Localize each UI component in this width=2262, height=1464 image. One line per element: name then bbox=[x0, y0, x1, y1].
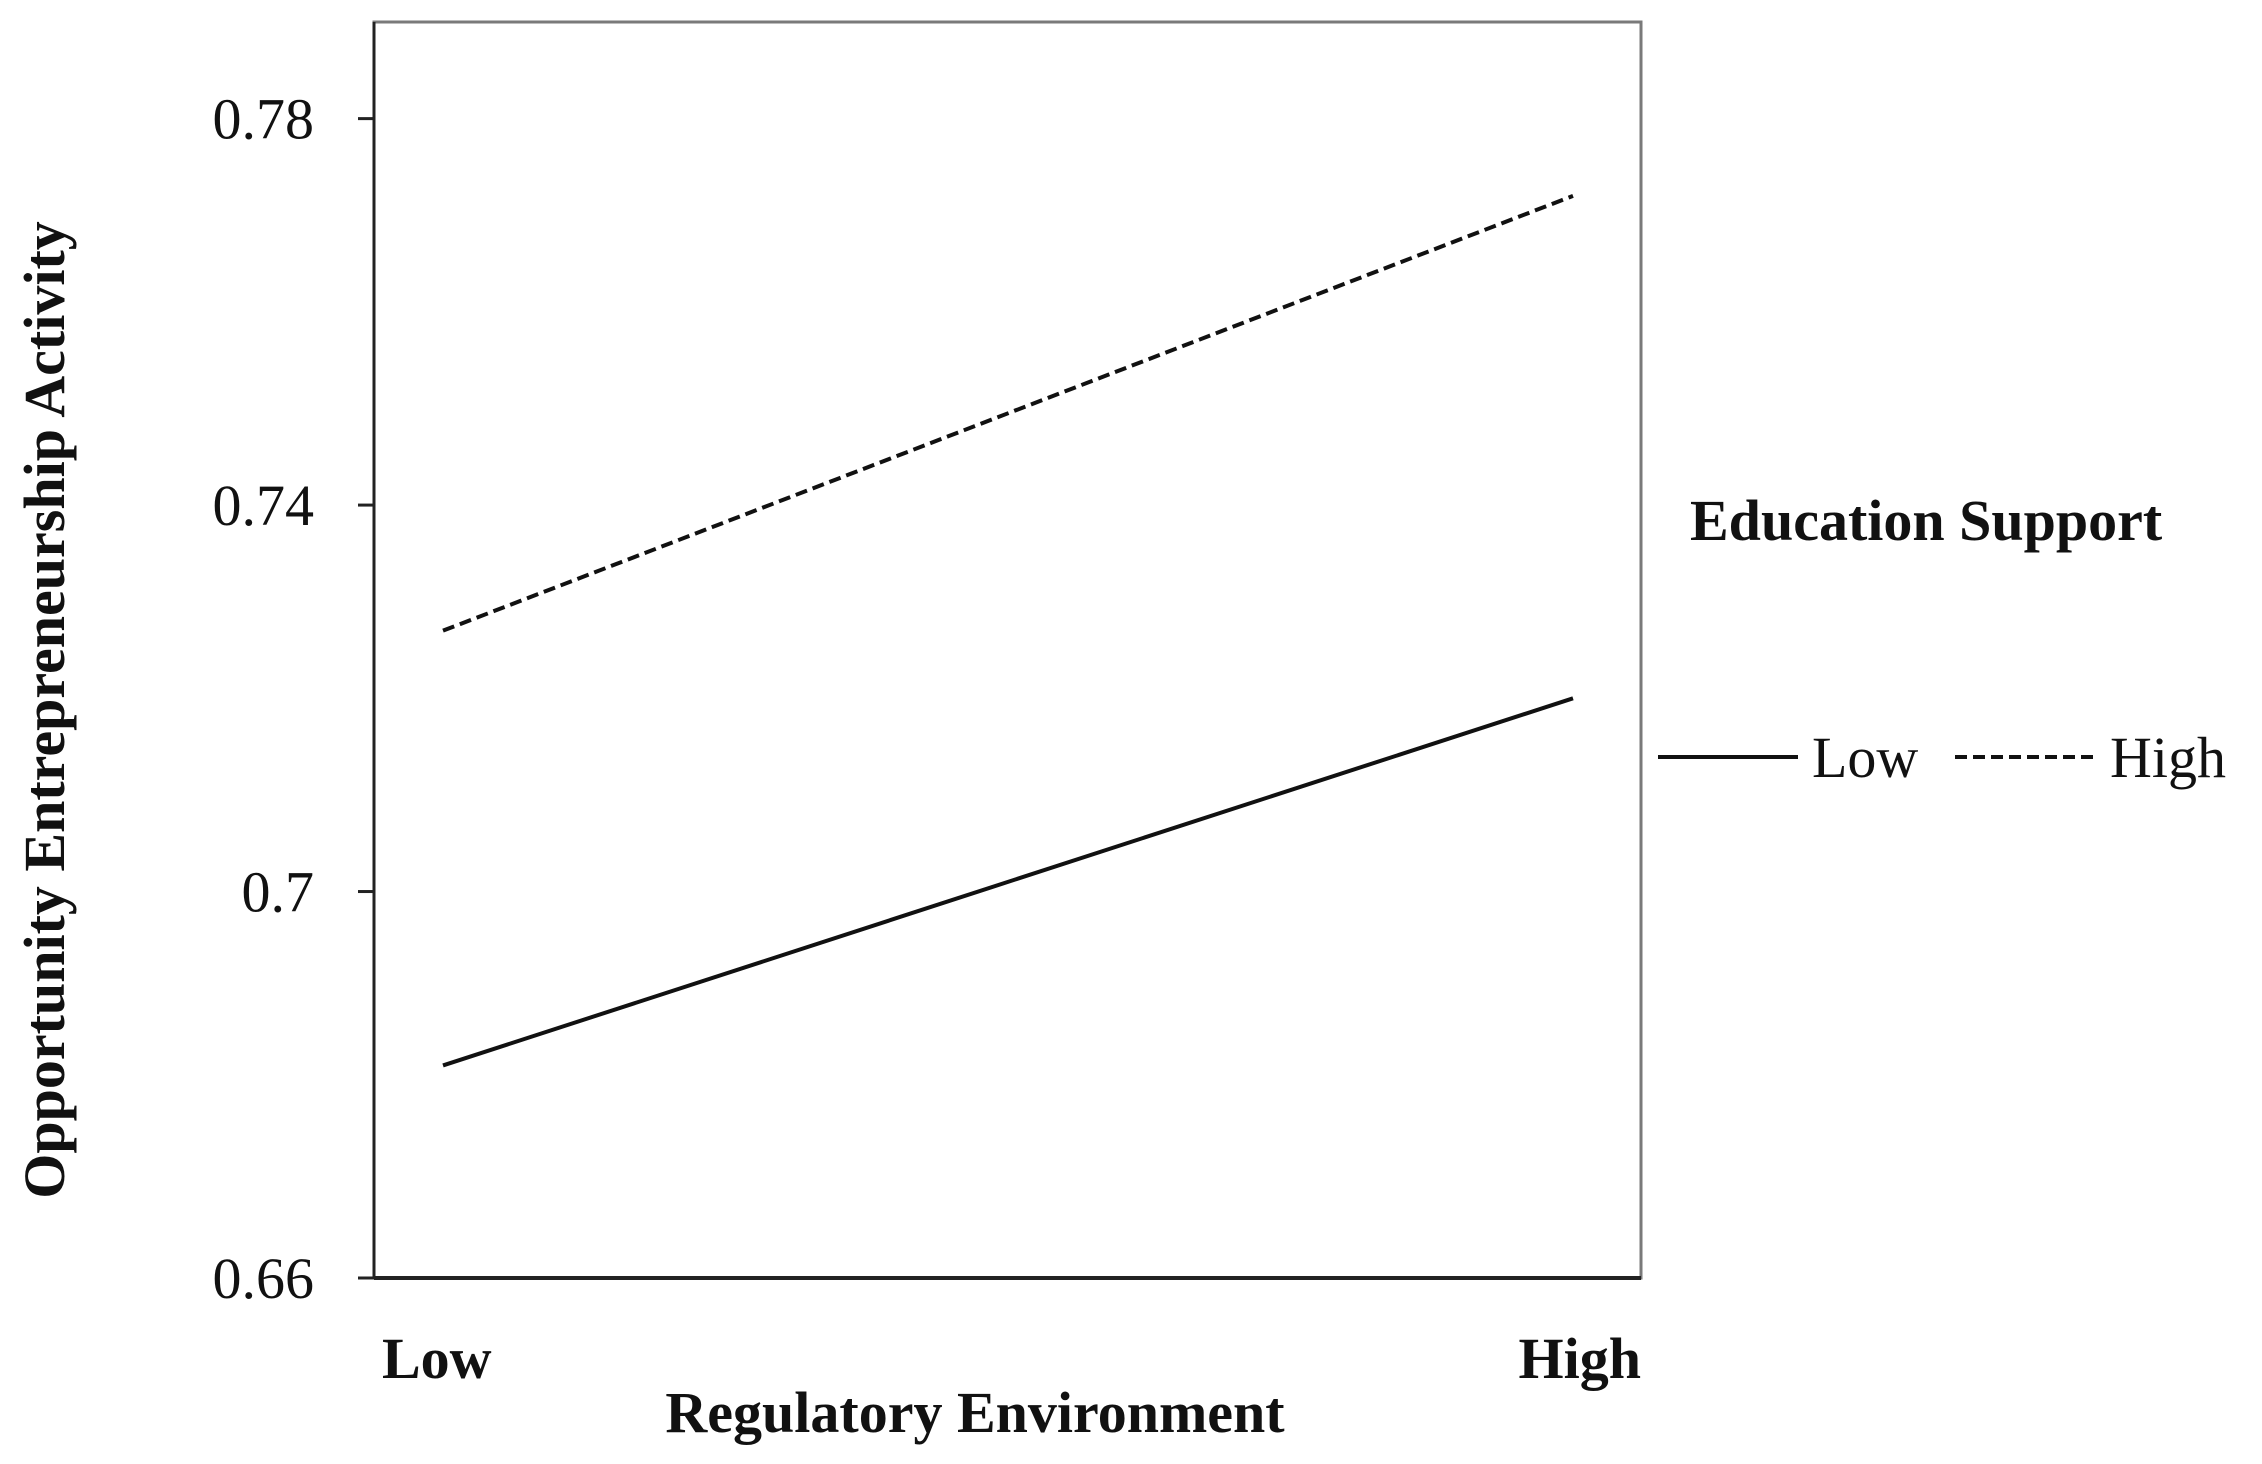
legend-label-low: Low bbox=[1812, 725, 1918, 790]
legend-label-high: High bbox=[2110, 725, 2226, 790]
y-tick-label: 0.7 bbox=[242, 860, 315, 925]
legend: Low High bbox=[1658, 725, 2226, 790]
y-tick-label: 0.78 bbox=[213, 87, 315, 152]
legend-title: Education Support bbox=[1690, 488, 2163, 553]
plot-frame bbox=[372, 20, 1643, 1280]
x-axis-categories: Low High bbox=[382, 1326, 1641, 1391]
plot-frame-group bbox=[372, 20, 1643, 1280]
series-line-high bbox=[442, 194, 1574, 633]
x-axis-title: Regulatory Environment bbox=[665, 1380, 1285, 1445]
series-line-low bbox=[442, 696, 1574, 1068]
y-tick-label: 0.66 bbox=[213, 1246, 315, 1311]
y-axis-title: Opportunity Entrepreneurship Activity bbox=[12, 221, 77, 1199]
x-category-label: Low bbox=[382, 1326, 492, 1391]
x-category-label: High bbox=[1519, 1326, 1642, 1391]
y-tick-label: 0.74 bbox=[213, 473, 315, 538]
y-axis-ticks: 0.66 0.7 0.74 0.78 bbox=[213, 87, 374, 1311]
series-lines bbox=[442, 194, 1574, 1068]
